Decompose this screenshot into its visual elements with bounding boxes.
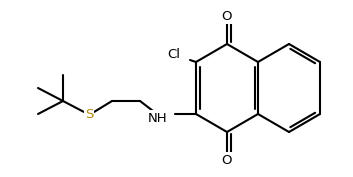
Text: O: O xyxy=(222,153,232,167)
Text: NH: NH xyxy=(148,112,168,124)
Text: O: O xyxy=(222,10,232,22)
Text: S: S xyxy=(85,107,93,121)
Text: Cl: Cl xyxy=(168,47,180,61)
